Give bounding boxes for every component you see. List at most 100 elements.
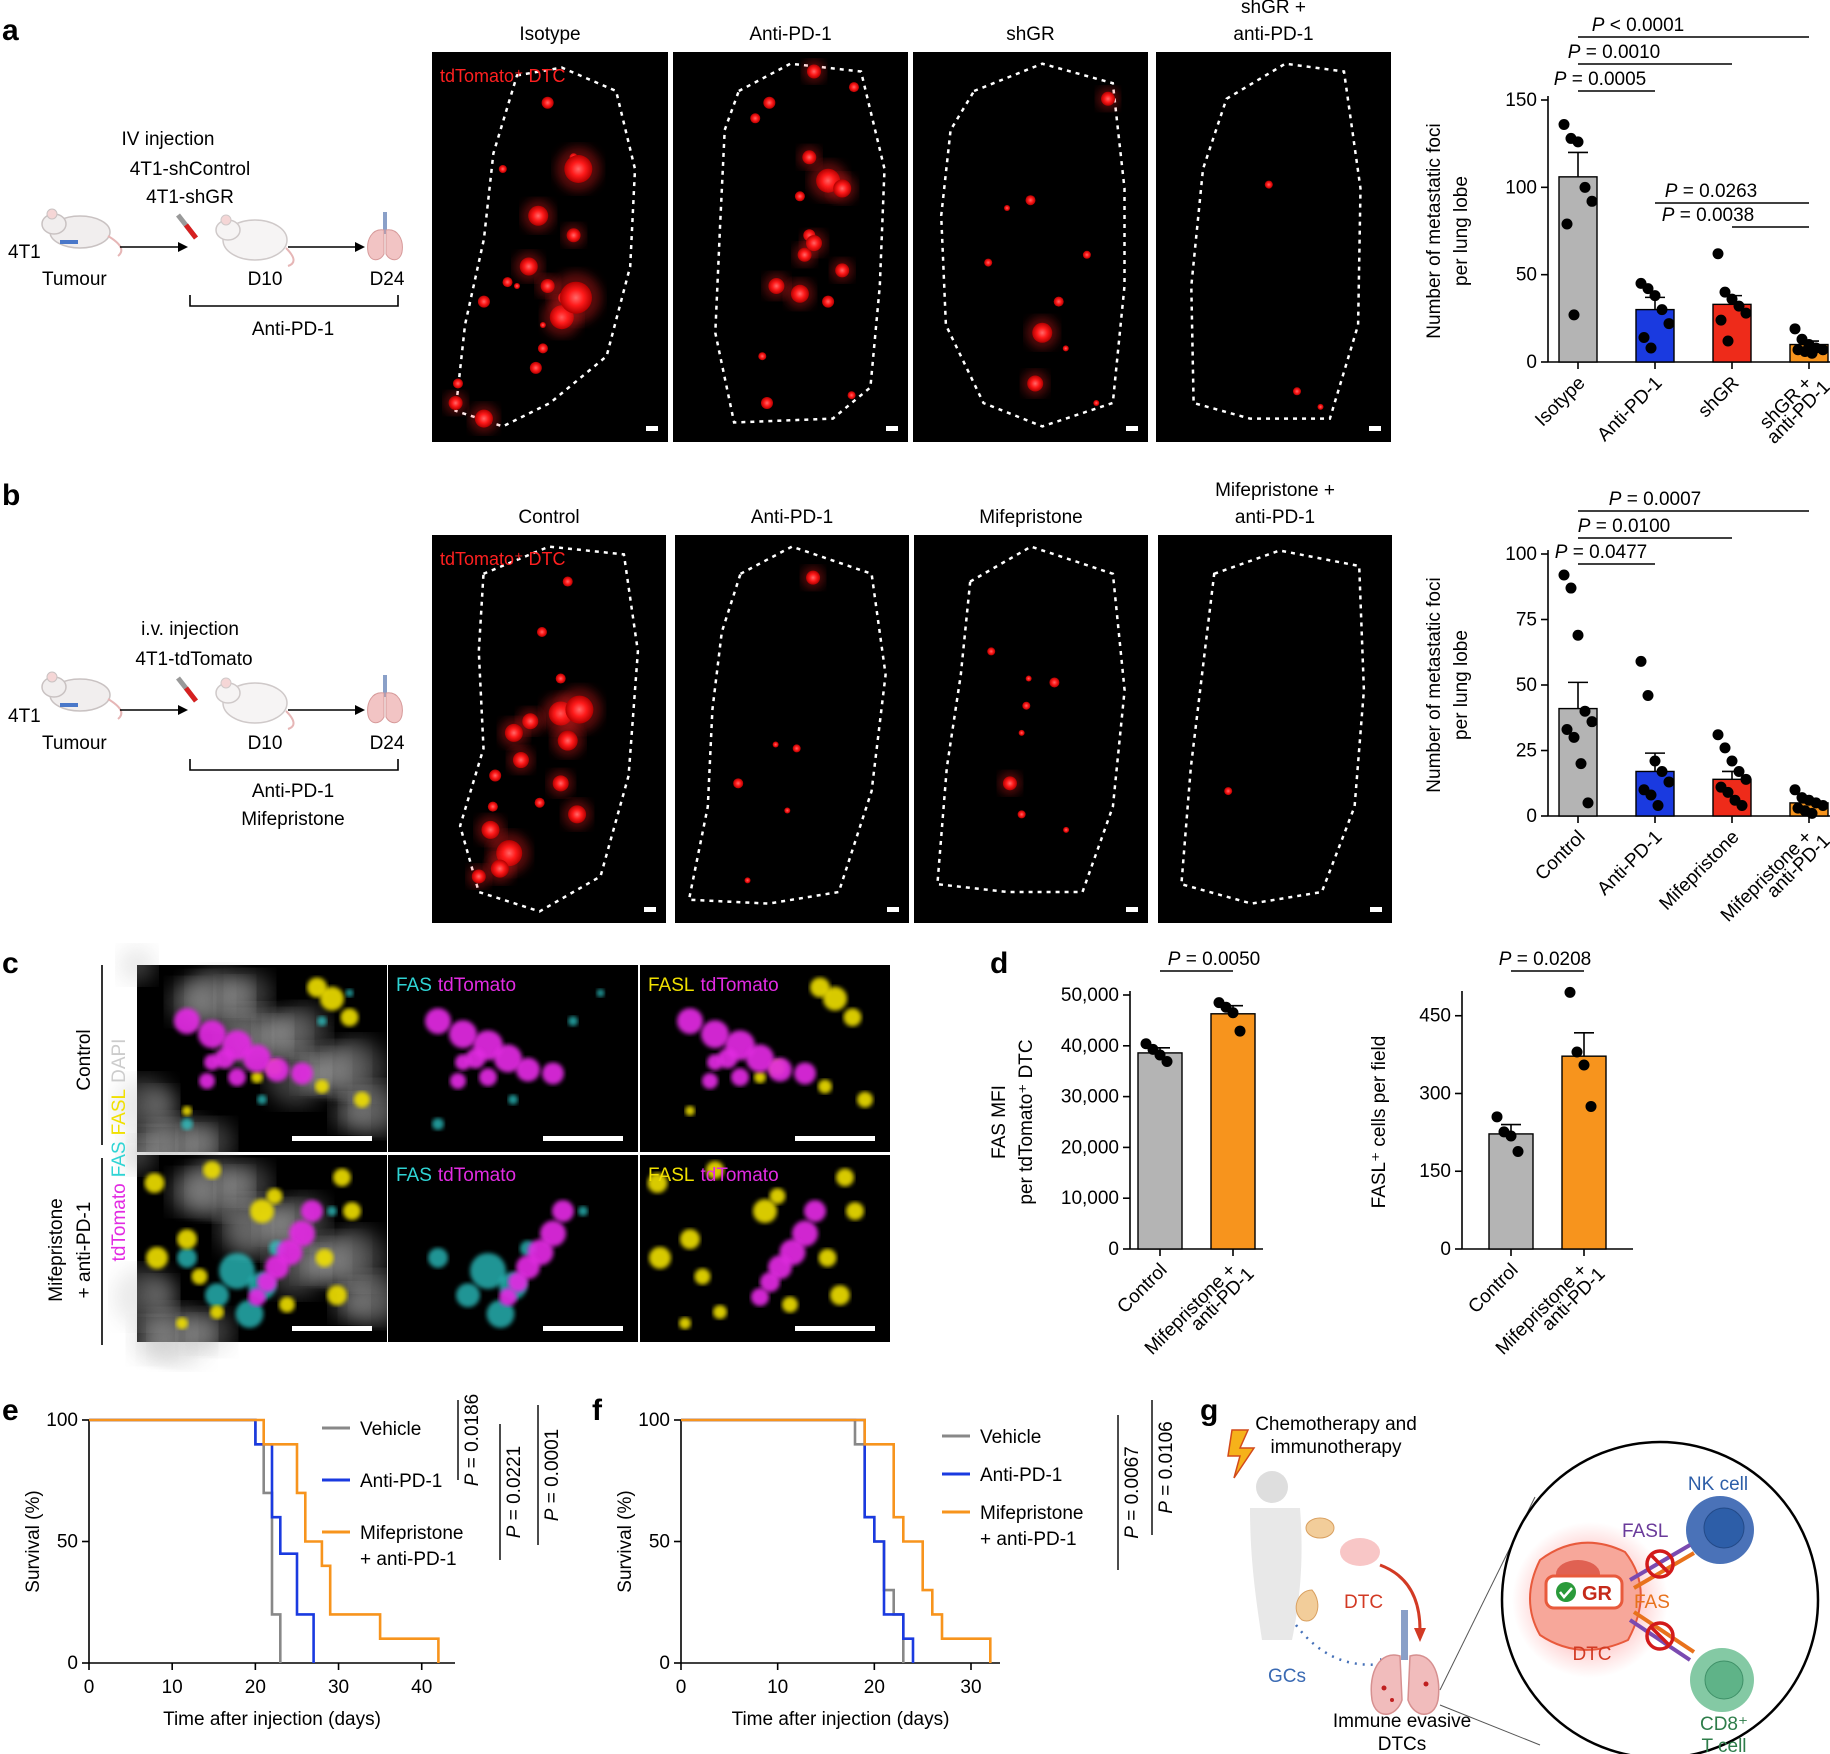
fas-signal bbox=[327, 1206, 337, 1217]
scale-bar bbox=[795, 1326, 875, 1331]
legend-label: Vehicle bbox=[980, 1427, 1041, 1448]
fasl-signal bbox=[836, 1168, 854, 1187]
fasl-signal bbox=[818, 1079, 832, 1094]
fasl-signal bbox=[649, 1246, 671, 1269]
fasl-signal bbox=[685, 1105, 695, 1116]
data-point bbox=[1806, 347, 1818, 359]
dapi-signal bbox=[119, 947, 155, 983]
p-value: P = 0.0067 bbox=[1122, 1446, 1143, 1538]
tumour-sub-label: Tumour bbox=[42, 733, 107, 754]
metastasis-focus bbox=[758, 352, 767, 361]
tdtomato-signal bbox=[228, 1068, 246, 1087]
fasl-signal bbox=[823, 986, 847, 1011]
data-point bbox=[1571, 1046, 1583, 1058]
data-point bbox=[1740, 307, 1752, 319]
dapi-signal bbox=[228, 1162, 272, 1206]
check-icon-mark bbox=[1559, 1587, 1573, 1599]
lung-outline bbox=[687, 545, 887, 905]
channel-label: FAS tdTomato bbox=[396, 1165, 516, 1186]
metastasis-focus bbox=[474, 409, 493, 428]
bar bbox=[1210, 1013, 1256, 1250]
metastasis-focus bbox=[784, 807, 791, 814]
treatment-label-2: Mifepristone bbox=[241, 809, 345, 830]
x-tick-label: 10 bbox=[162, 1677, 183, 1698]
data-point bbox=[1586, 195, 1598, 207]
p-value: P = 0.0038 bbox=[1662, 205, 1754, 226]
scale-bar bbox=[887, 907, 899, 912]
y-tick-label: 150 bbox=[1505, 90, 1537, 111]
y-tick-label: 0 bbox=[67, 1653, 78, 1674]
panel-label-d: d bbox=[990, 947, 1008, 980]
survival-curve bbox=[681, 1418, 992, 1663]
p-value: P = 0.0050 bbox=[1168, 949, 1260, 970]
metastasis-focus bbox=[806, 570, 821, 585]
fas-signal bbox=[432, 1117, 444, 1130]
data-point bbox=[1558, 569, 1570, 581]
metastasis-focus bbox=[477, 295, 490, 308]
day-24-label: D24 bbox=[370, 269, 405, 290]
tdtomato-signal bbox=[794, 1062, 816, 1085]
survival-chart-f: 0 50 100 0 10 20 30 Time after injection (days)… bbox=[615, 1400, 1177, 1730]
row-label-control: Control bbox=[74, 1029, 95, 1090]
metastasis-focus bbox=[1053, 296, 1064, 307]
fasl-signal bbox=[753, 1199, 777, 1224]
microscopy-image bbox=[1156, 52, 1391, 442]
arrow-1-head bbox=[178, 705, 188, 715]
data-point bbox=[1564, 986, 1576, 998]
metastasis-focus bbox=[822, 295, 835, 308]
tdtomato-signal bbox=[804, 1200, 826, 1223]
metastasis-focus bbox=[448, 396, 463, 410]
fasl-signal bbox=[647, 1173, 668, 1194]
nk-cell-icon bbox=[1686, 1496, 1754, 1564]
metastasis-focus bbox=[1317, 403, 1324, 410]
cd8-cell-icon bbox=[1690, 1648, 1754, 1712]
x-tick-label: Anti-PD-1 bbox=[1593, 827, 1666, 900]
y-tick-label: 100 bbox=[1505, 544, 1537, 565]
metastasis-focus bbox=[490, 859, 509, 878]
metastasis-focus bbox=[1264, 180, 1273, 189]
data-point bbox=[1712, 729, 1724, 741]
tdtomato-signal bbox=[751, 1288, 769, 1307]
day-10-label: D10 bbox=[248, 269, 283, 290]
metastasis-focus bbox=[452, 378, 463, 389]
fasl-signal bbox=[203, 1160, 221, 1179]
x-tick-label: Control bbox=[1464, 1260, 1522, 1318]
fasl-signal bbox=[843, 1008, 862, 1027]
y-tick-label: 0 bbox=[659, 1653, 670, 1674]
tdtomato-signal bbox=[479, 1068, 497, 1087]
data-point bbox=[1638, 332, 1650, 344]
metastasis-focus bbox=[564, 155, 593, 183]
dapi-signal bbox=[190, 1310, 234, 1354]
image-title: Mifepristone + bbox=[1215, 480, 1335, 501]
metastasis-focus bbox=[562, 576, 573, 587]
scale-bar bbox=[543, 1326, 623, 1331]
fasl-signal bbox=[320, 986, 344, 1011]
x-axis-label: Time after injection (days) bbox=[163, 1709, 381, 1730]
metastasis-focus bbox=[498, 165, 507, 173]
survival-curve bbox=[89, 1418, 440, 1663]
fasl-signal bbox=[713, 1305, 727, 1320]
data-point bbox=[1572, 136, 1584, 148]
data-point bbox=[1578, 1059, 1590, 1071]
y-tick-label: 10,000 bbox=[1061, 1188, 1119, 1209]
channel-label: FAS tdTomato bbox=[396, 975, 516, 996]
microscopy-row-b: Control tdTomato⁺ DTC Anti-PD-1 Mifepriston… bbox=[432, 480, 1392, 923]
microscopy-image bbox=[432, 52, 668, 442]
data-point bbox=[1558, 118, 1570, 130]
y-tick-label: 50 bbox=[1516, 265, 1537, 286]
y-axis-label: per lung lobe bbox=[1451, 176, 1472, 286]
tdtomato-signal bbox=[257, 1272, 277, 1293]
data-point bbox=[1227, 1007, 1239, 1019]
metastasis-focus bbox=[565, 695, 594, 724]
metastasis-focus bbox=[528, 205, 549, 226]
data-point bbox=[1585, 1100, 1597, 1112]
cd8-label-1: CD8⁺ bbox=[1700, 1714, 1748, 1735]
metastasis-focus bbox=[1063, 826, 1070, 833]
fas-signal bbox=[257, 1094, 267, 1105]
x-tick-label: 30 bbox=[960, 1677, 981, 1698]
fasl-signal bbox=[857, 1091, 873, 1108]
data-point bbox=[1817, 800, 1829, 812]
y-tick-label: 0 bbox=[1526, 352, 1537, 373]
block-icon bbox=[1645, 1621, 1675, 1651]
